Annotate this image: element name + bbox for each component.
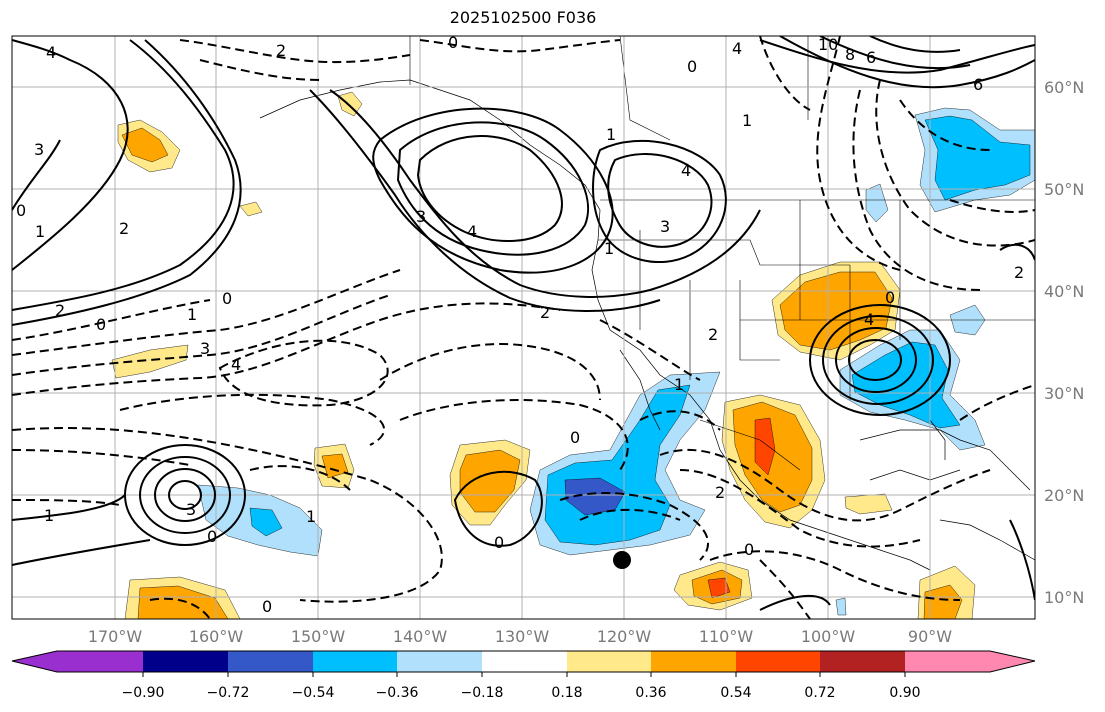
contour-label: 2 [715, 483, 725, 502]
location-marker-dot [613, 551, 631, 569]
colorbar: −0.90 −0.72 −0.54 −0.36 −0.18 0.18 0.36 … [11, 650, 1036, 701]
colorbar-segment [905, 651, 990, 672]
colorbar-tick-label: 0.54 [720, 685, 751, 701]
contour-label: 3 [200, 339, 210, 358]
contour-label: 1 [187, 305, 197, 324]
lat-label: 30°N [1044, 384, 1084, 403]
solid-contours [12, 36, 1035, 611]
contour-label: 0 [570, 428, 580, 447]
colorbar-segment [228, 651, 313, 672]
contour-label: 1 [606, 125, 616, 144]
colorbar-segment [820, 651, 905, 672]
contour-label: 6 [973, 75, 983, 94]
contour-label: 1 [306, 507, 316, 526]
contour-label: 0 [448, 33, 458, 52]
contour-label: 1 [674, 375, 684, 394]
contour-label: 4 [467, 222, 477, 241]
colorbar-tick-label: 0.18 [551, 685, 582, 701]
contour-label: 4 [732, 39, 742, 58]
contour-label: 4 [231, 355, 241, 374]
lat-label: 60°N [1044, 78, 1084, 97]
lon-label: 150°W [291, 627, 346, 646]
contour-label: 8 [845, 45, 855, 64]
colorbar-extend-low [12, 651, 57, 672]
lon-label: 140°W [393, 627, 448, 646]
political-borders [409, 36, 1035, 471]
lon-label: 100°W [801, 627, 856, 646]
contour-label: 1 [44, 506, 54, 525]
contour-label: 1 [326, 21, 336, 40]
lon-label: 110°W [699, 627, 754, 646]
contour-label: 4 [46, 43, 56, 62]
contour-label: 0 [494, 533, 504, 552]
gridlines [12, 36, 1035, 619]
contour-label: 4 [681, 161, 691, 180]
contour-label: 2 [55, 301, 65, 320]
colorbar-segment [651, 651, 736, 672]
contour-label: 1 [604, 239, 614, 258]
lon-label: 90°W [908, 627, 952, 646]
longitude-labels: 170°W 160°W 150°W 140°W 130°W 120°W 110°… [88, 627, 952, 646]
colorbar-tick-label: 0.72 [804, 685, 835, 701]
contour-label: 0 [222, 289, 232, 308]
contour-label: 2 [708, 325, 718, 344]
lat-label: 50°N [1044, 180, 1084, 199]
dashed-contours [12, 36, 1035, 619]
colorbar-tick-label: 0.90 [889, 685, 920, 701]
colorbar-extend-high [990, 651, 1035, 672]
contour-label: 0 [262, 597, 272, 616]
contour-label: 0 [207, 527, 217, 546]
contour-label: 2 [1014, 263, 1024, 282]
contour-label: 3 [660, 217, 670, 236]
contour-label: 3 [34, 140, 44, 159]
contour-label: 4 [864, 310, 874, 329]
colorbar-segment [143, 651, 228, 672]
contour-label: 6 [866, 48, 876, 67]
contour-label: 1 [35, 222, 45, 241]
contour-label: 10 [818, 35, 838, 54]
contour-label: 0 [744, 540, 754, 559]
colorbar-segment [482, 651, 567, 672]
contour-label: 2 [540, 303, 550, 322]
map-frame [11, 35, 1036, 620]
map-title: 2025102500 F036 [449, 8, 597, 27]
colorbar-segment [736, 651, 820, 672]
contour-label: 3 [186, 500, 196, 519]
contour-label: 0 [687, 57, 697, 76]
lat-label: 40°N [1044, 282, 1084, 301]
colorbar-segment [313, 651, 397, 672]
contour-label-group: 4 2 1 0 3 2 1 0 2 0 1 3 4 3 4 1 0 2 1 4 … [16, 21, 1024, 616]
lat-label: 10°N [1044, 588, 1084, 607]
lon-label: 130°W [495, 627, 550, 646]
contour-label: 2 [276, 41, 286, 60]
colorbar-tick-label: −0.90 [122, 685, 165, 701]
lat-label: 20°N [1044, 486, 1084, 505]
contour-label: 2 [119, 219, 129, 238]
colorbar-tick-label: −0.36 [376, 685, 419, 701]
contour-label: 1 [742, 111, 752, 130]
colorbar-segment [57, 651, 143, 672]
colorbar-tick-label: −0.54 [292, 685, 335, 701]
colorbar-tick-label: −0.18 [461, 685, 504, 701]
contour-label: 0 [96, 315, 106, 334]
contour-label: 0 [885, 288, 895, 307]
colorbar-tick-label: −0.72 [207, 685, 250, 701]
contour-label: 3 [416, 207, 426, 226]
lon-label: 120°W [597, 627, 652, 646]
colorbar-outline [11, 650, 1036, 673]
colorbar-tick-label: 0.36 [635, 685, 666, 701]
contour-label: 0 [16, 201, 26, 220]
lon-label: 170°W [88, 627, 143, 646]
lon-label: 160°W [189, 627, 244, 646]
colorbar-segment [397, 651, 482, 672]
latitude-labels: 60°N 50°N 40°N 30°N 20°N 10°N [1044, 78, 1084, 607]
colorbar-segment [567, 651, 651, 672]
